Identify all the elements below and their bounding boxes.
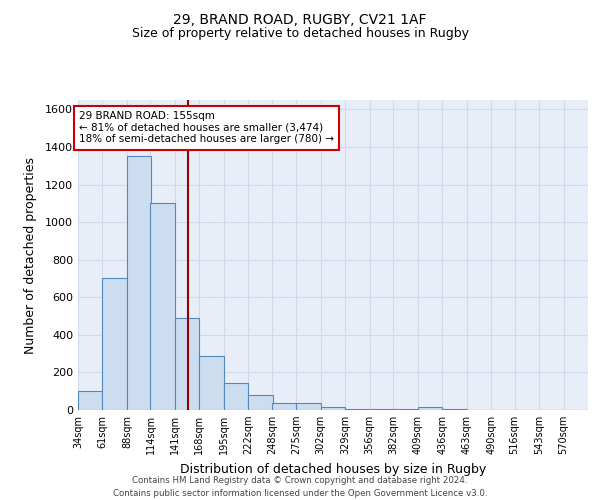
Text: 29 BRAND ROAD: 155sqm
← 81% of detached houses are smaller (3,474)
18% of semi-d: 29 BRAND ROAD: 155sqm ← 81% of detached …	[79, 112, 334, 144]
X-axis label: Distribution of detached houses by size in Rugby: Distribution of detached houses by size …	[180, 462, 486, 475]
Bar	[442, 409, 467, 410]
Bar	[345, 409, 370, 410]
Bar	[151, 204, 175, 410]
Bar	[272, 404, 296, 410]
Bar	[321, 407, 345, 410]
Text: Contains HM Land Registry data © Crown copyright and database right 2024.
Contai: Contains HM Land Registry data © Crown c…	[113, 476, 487, 498]
Bar	[175, 318, 199, 410]
Bar	[248, 395, 273, 410]
Text: Size of property relative to detached houses in Rugby: Size of property relative to detached ho…	[131, 28, 469, 40]
Bar	[103, 278, 127, 410]
Bar	[393, 409, 418, 410]
Bar	[418, 407, 442, 410]
Bar	[224, 383, 248, 410]
Text: 29, BRAND ROAD, RUGBY, CV21 1AF: 29, BRAND ROAD, RUGBY, CV21 1AF	[173, 12, 427, 26]
Bar	[127, 156, 151, 410]
Bar	[199, 356, 224, 410]
Bar	[78, 391, 103, 410]
Y-axis label: Number of detached properties: Number of detached properties	[23, 156, 37, 354]
Bar	[370, 409, 394, 410]
Bar	[296, 404, 321, 410]
